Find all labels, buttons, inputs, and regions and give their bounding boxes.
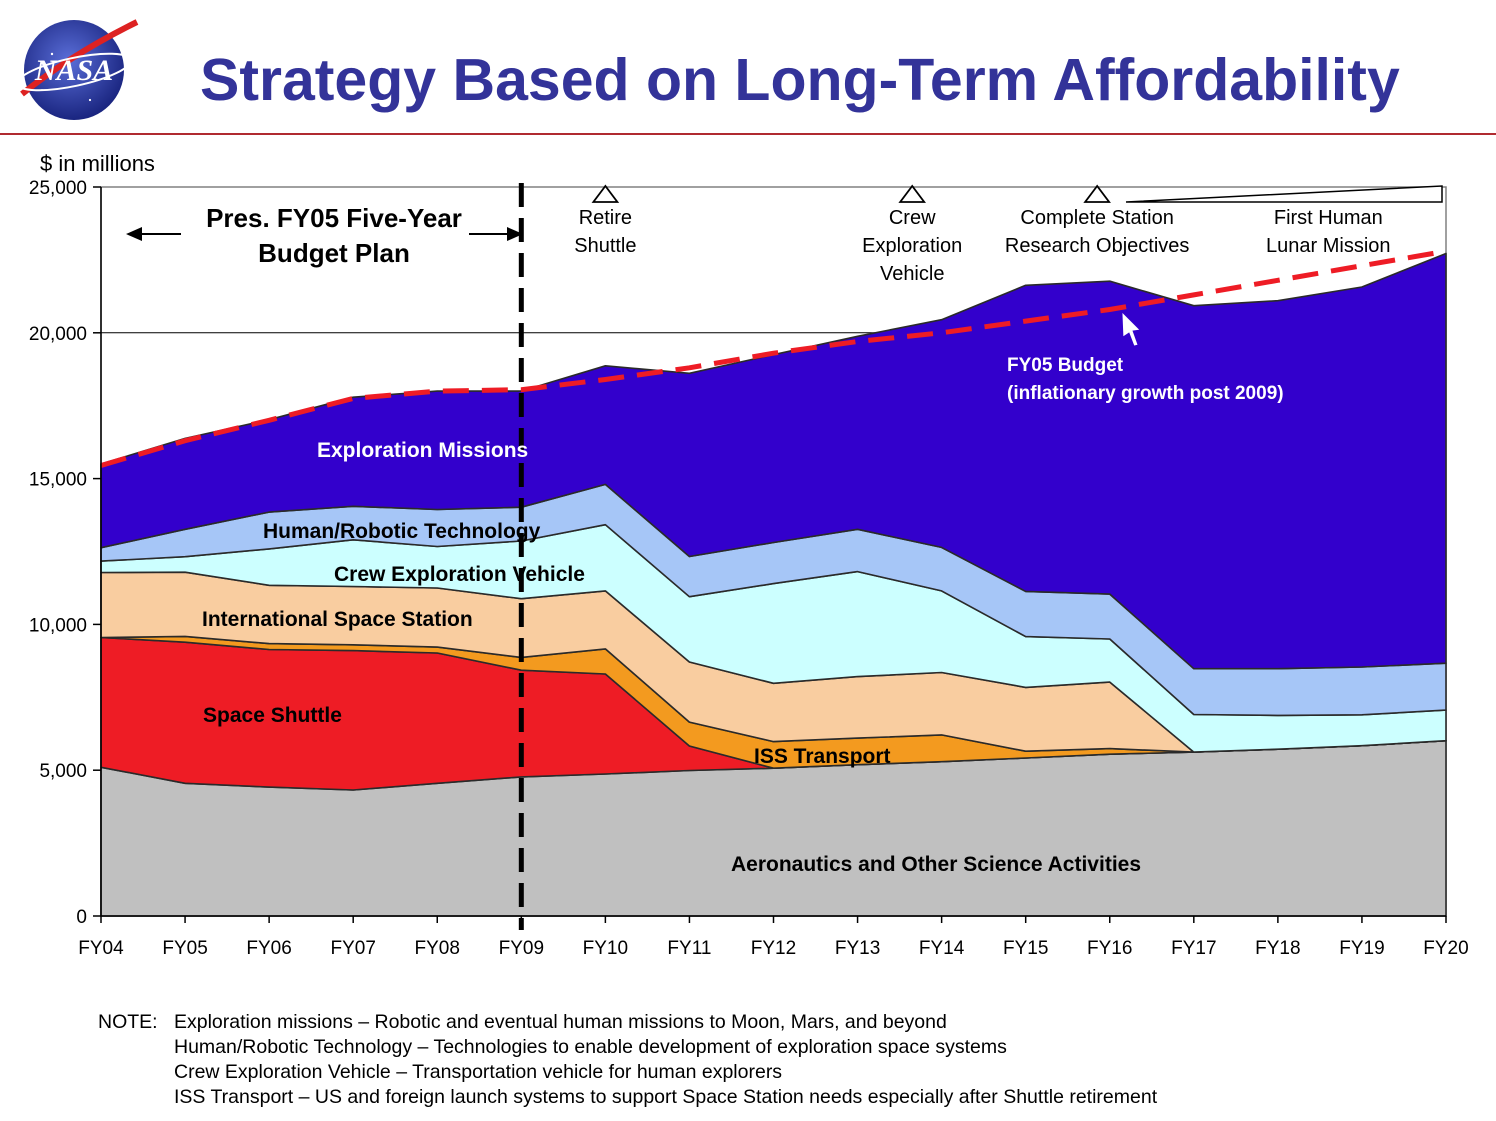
y-tick-label: 25,000 bbox=[29, 178, 87, 199]
x-tick-label: FY15 bbox=[1003, 938, 1048, 959]
milestone-label: Research Objectives bbox=[1005, 235, 1190, 257]
y-tick-label: 0 bbox=[76, 907, 87, 928]
y-axis-label: $ in millions bbox=[40, 151, 155, 176]
left-arrow-head bbox=[126, 227, 142, 241]
slide-title: Strategy Based on Long-Term Affordabilit… bbox=[200, 47, 1400, 113]
fy05-budget-label: FY05 Budget bbox=[1007, 355, 1124, 376]
nasa-logo-text: NASA bbox=[34, 54, 113, 87]
area-exploration-missions bbox=[100, 252, 1447, 670]
x-tick-label: FY11 bbox=[667, 938, 711, 959]
budget-plan-label: Budget Plan bbox=[258, 238, 410, 268]
budget-plan-label: Pres. FY05 Five-Year bbox=[206, 203, 462, 233]
x-tick-label: FY17 bbox=[1171, 938, 1216, 959]
y-tick-label: 5,000 bbox=[39, 761, 87, 782]
label-human-robotic-technology: Human/Robotic Technology bbox=[263, 520, 541, 543]
y-tick-label: 10,000 bbox=[29, 615, 87, 636]
milestone-triangle bbox=[591, 184, 620, 203]
note-line: Exploration missions – Robotic and event… bbox=[174, 1011, 947, 1033]
note-line: Human/Robotic Technology – Technologies … bbox=[174, 1036, 1007, 1058]
milestone-wedge bbox=[1125, 185, 1443, 203]
label-crew-exploration-vehicle: Crew Exploration Vehicle bbox=[334, 563, 585, 586]
x-tick-label: FY20 bbox=[1423, 938, 1468, 959]
milestone-label: First Human bbox=[1274, 207, 1383, 229]
milestone-label: Shuttle bbox=[574, 235, 636, 257]
x-tick-label: FY07 bbox=[330, 938, 375, 959]
fy05-budget-line bbox=[100, 248, 1447, 468]
fy05-budget-arrow bbox=[1121, 310, 1141, 347]
milestone-triangle bbox=[898, 184, 927, 203]
x-tick-label: FY06 bbox=[246, 938, 291, 959]
milestone-label: Retire bbox=[579, 207, 632, 229]
x-tick-label: FY12 bbox=[751, 938, 796, 959]
x-tick-label: FY16 bbox=[1087, 938, 1132, 959]
milestone-label: Vehicle bbox=[880, 263, 945, 285]
stacked-area-chart: $ in millions 0 5,000 10,000 15,000 20,000 25… bbox=[29, 151, 1469, 959]
x-tick-label: FY09 bbox=[499, 938, 544, 959]
milestone-label: Exploration bbox=[862, 235, 962, 257]
right-arrow-head bbox=[507, 227, 523, 241]
milestone-label: Complete Station bbox=[1020, 207, 1173, 229]
label-international-space-station: International Space Station bbox=[202, 608, 473, 631]
label-iss-transport: ISS Transport bbox=[754, 745, 891, 768]
milestone-triangle bbox=[1083, 184, 1111, 203]
note-line: ISS Transport – US and foreign launch sy… bbox=[174, 1086, 1158, 1108]
x-tick-label: FY14 bbox=[919, 938, 965, 959]
y-tick-label: 15,000 bbox=[29, 470, 87, 491]
y-tick-label: 20,000 bbox=[29, 324, 87, 345]
x-tick-label: FY13 bbox=[835, 938, 880, 959]
note-prefix: NOTE: bbox=[98, 1011, 158, 1033]
x-tick-label: FY05 bbox=[162, 938, 207, 959]
fy05-budget-note: (inflationary growth post 2009) bbox=[1007, 383, 1284, 404]
footnotes: NOTE: Exploration missions – Robotic and … bbox=[98, 1010, 1157, 1110]
label-space-shuttle: Space Shuttle bbox=[203, 704, 342, 727]
x-tick-label: FY10 bbox=[583, 938, 628, 959]
label-exploration-missions: Exploration Missions bbox=[317, 439, 528, 462]
x-tick-label: FY18 bbox=[1255, 938, 1300, 959]
milestone-label: Crew bbox=[889, 207, 936, 229]
label-aeronautics-science: Aeronautics and Other Science Activities bbox=[731, 853, 1141, 876]
x-tick-label: FY04 bbox=[78, 938, 124, 959]
x-tick-label: FY19 bbox=[1339, 938, 1384, 959]
note-line: Crew Exploration Vehicle – Transportatio… bbox=[174, 1061, 783, 1083]
nasa-logo: NASA bbox=[16, 19, 139, 120]
title-divider bbox=[0, 133, 1496, 135]
x-tick-label: FY08 bbox=[415, 938, 460, 959]
milestone-label: Lunar Mission bbox=[1266, 235, 1391, 257]
